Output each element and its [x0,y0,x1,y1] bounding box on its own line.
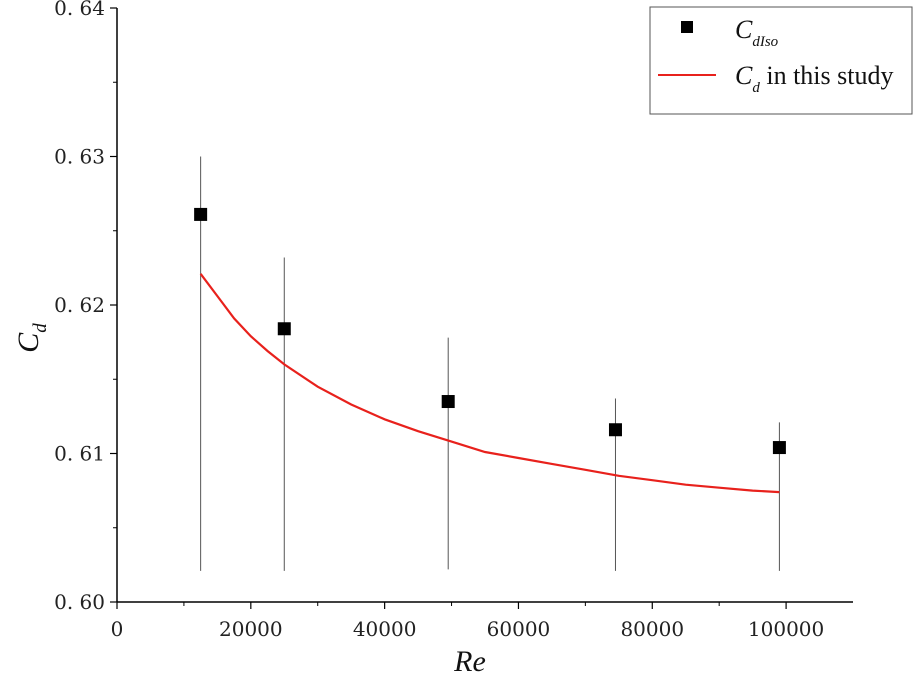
x-tick-label: 40000 [353,617,417,641]
x-tick-label: 0 [111,617,124,641]
data-point-cdiso [772,441,786,455]
data-point-cdiso [608,423,622,437]
data-point-cdiso [277,322,291,336]
y-tick-label: 0. 61 [54,442,105,466]
series-line-cd-this-study [199,273,780,494]
x-axis-title: Re [453,645,486,677]
x-tick-label: 60000 [487,617,551,641]
y-tick-label: 0. 60 [54,590,105,614]
error-bars [200,156,780,571]
legend-entry-2-sub: d [752,80,760,96]
y-axis-title: Cd [12,323,51,353]
legend-entry-2: Cd in this study [735,61,893,96]
y-axis-title-main: C [12,332,45,353]
legend-entry-1-sub: dIso [752,34,778,50]
x-tick-label: 20000 [219,617,283,641]
data-point-cdiso [441,395,455,409]
y-tick-label: 0. 62 [54,293,105,317]
legend-entry-2-rest: in this study [760,61,894,90]
data-point-cdiso [194,207,208,221]
series-markers [194,207,786,455]
y-tick-label: 0. 63 [54,145,105,169]
axes [110,7,853,609]
legend: CdIso Cd in this study [649,6,913,115]
legend-entry-2-main: C [735,61,753,90]
y-tick-label: 0. 64 [54,0,105,20]
legend-box [649,6,913,115]
y-axis-title-sub: d [30,323,51,333]
legend-square-marker [681,21,693,33]
legend-entry-1-main: C [735,15,753,44]
tick-labels: 0 20000 40000 60000 80000 100000 0. 60 0. 61 0. … [54,0,824,641]
svg-text:Cd: Cd [12,323,51,353]
series-lines [199,273,780,494]
legend-entry-1: CdIso [735,15,779,50]
x-tick-label: 100000 [748,617,824,641]
x-tick-label: 80000 [620,617,684,641]
